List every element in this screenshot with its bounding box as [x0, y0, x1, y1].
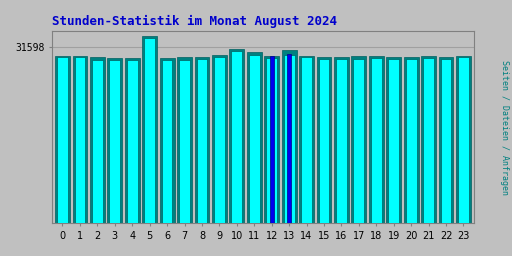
Bar — [90, 57, 105, 223]
Bar — [301, 57, 312, 223]
Bar — [127, 60, 138, 223]
Bar — [197, 59, 207, 223]
Bar — [458, 57, 469, 223]
Bar — [231, 51, 242, 223]
Bar — [371, 58, 382, 223]
Bar — [125, 58, 140, 223]
Bar — [160, 58, 175, 223]
Bar — [229, 49, 244, 223]
Bar — [75, 57, 86, 223]
Bar — [269, 56, 274, 223]
Bar — [423, 58, 434, 223]
Bar — [144, 38, 155, 223]
Bar — [404, 57, 419, 223]
Bar — [336, 59, 347, 223]
Bar — [73, 56, 88, 223]
Bar — [318, 59, 329, 223]
Bar — [266, 58, 277, 223]
Bar — [92, 60, 103, 223]
Bar — [334, 57, 349, 223]
Bar — [179, 60, 190, 223]
Bar — [108, 58, 122, 223]
Bar — [177, 57, 192, 223]
Bar — [264, 56, 279, 223]
Bar — [142, 36, 157, 223]
Bar — [55, 56, 70, 223]
Text: Stunden-Statistik im Monat August 2024: Stunden-Statistik im Monat August 2024 — [52, 15, 337, 28]
Bar — [351, 56, 366, 223]
Bar — [299, 56, 314, 223]
Bar — [249, 55, 260, 223]
Bar — [287, 54, 291, 223]
Bar — [282, 50, 296, 223]
Bar — [369, 56, 383, 223]
Bar — [57, 57, 68, 223]
Bar — [214, 57, 225, 223]
Bar — [195, 57, 209, 223]
Bar — [212, 55, 227, 223]
Text: Seiten / Dateien / Anfragen: Seiten / Dateien / Anfragen — [500, 60, 509, 196]
Bar — [353, 59, 365, 223]
Bar — [456, 56, 471, 223]
Bar — [110, 60, 120, 223]
Bar — [406, 59, 417, 223]
Bar — [439, 57, 454, 223]
Bar — [316, 57, 331, 223]
Bar — [441, 59, 452, 223]
Bar — [388, 59, 399, 223]
Bar — [247, 52, 262, 223]
Bar — [387, 57, 401, 223]
Bar — [421, 56, 436, 223]
Bar — [284, 55, 294, 223]
Bar — [162, 60, 173, 223]
